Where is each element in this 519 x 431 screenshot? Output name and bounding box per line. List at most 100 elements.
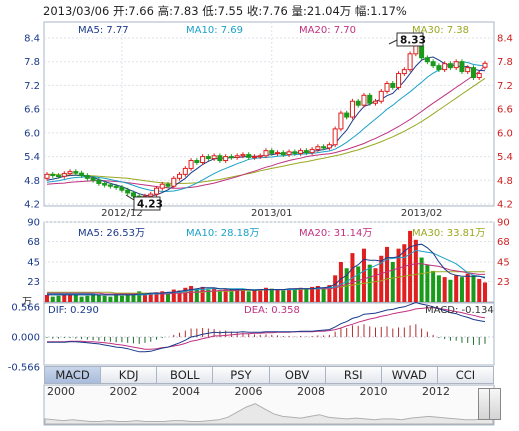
candle-body: [263, 150, 269, 157]
volume-bar: [396, 248, 401, 302]
volume-tick-right: 45: [497, 258, 510, 269]
candle-body: [407, 53, 413, 71]
tab-psy[interactable]: PSY: [213, 366, 270, 384]
tab-obv[interactable]: OBV: [269, 366, 326, 384]
volume-bar: [275, 289, 280, 302]
volume-tick-left: 23: [27, 277, 40, 288]
candle-body: [419, 45, 425, 59]
price-tick-left: 5.4: [24, 152, 40, 163]
candle-body: [436, 65, 442, 71]
high-annotation-pointer: [388, 39, 398, 45]
volume-bar: [200, 286, 205, 302]
price-candles: [44, 43, 488, 203]
volume-legend-ma30: MA30: 33.81万: [412, 228, 485, 239]
price-tick-left: 4.2: [24, 200, 40, 211]
candle-body: [223, 156, 229, 162]
volume-legend-ma5: MA5: 26.53万: [78, 228, 145, 239]
candle-body: [61, 173, 67, 177]
price-tick-right: 4.2: [497, 200, 513, 211]
tab-cci[interactable]: CCI: [437, 366, 494, 384]
volume-gridlines: [44, 221, 494, 283]
volume-bar: [125, 294, 130, 302]
low-annotation-pointer: [125, 194, 135, 201]
macd-legend-dea: DEA: 0.358: [244, 305, 300, 316]
candle-body: [367, 94, 373, 104]
volume-bar: [321, 287, 326, 302]
volume-tick-right: 90: [497, 218, 510, 229]
candle-body: [384, 82, 390, 92]
volume-bar: [281, 290, 286, 302]
candle-body: [119, 186, 125, 191]
volume-bar: [431, 270, 436, 302]
candle-body: [200, 156, 206, 163]
volume-bar: [454, 275, 459, 302]
candle-body: [332, 128, 338, 146]
candle-body: [326, 144, 332, 149]
indicator-tabs: MACD KDJ BOLL PSY OBV RSI WVAD CCI: [44, 366, 494, 384]
tab-kdj[interactable]: KDJ: [101, 366, 158, 384]
price-panel: 8.4 8.4 7.8 7.8 7.2 7.2 6.6 6.6 6.0 6.0 5.4 5.4 4.8 4…: [24, 21, 513, 219]
candle-body: [240, 154, 246, 157]
volume-bar: [448, 279, 453, 302]
candle-body: [269, 150, 275, 154]
volume-bar: [442, 277, 447, 302]
price-tick-right: 5.4: [497, 152, 513, 163]
volume-bar: [194, 288, 199, 302]
candle-body: [476, 73, 482, 79]
candle-body: [228, 156, 234, 159]
candle-body: [298, 150, 304, 154]
low-annotation-box: [133, 196, 161, 211]
candle-body: [401, 69, 407, 75]
candle-body: [50, 173, 56, 177]
price-ma10-line: [46, 61, 486, 192]
volume-bar: [62, 294, 67, 302]
volume-bar: [367, 264, 372, 302]
candle-body: [470, 67, 476, 79]
candle-body: [378, 90, 384, 102]
candle-body: [361, 94, 367, 106]
volume-bar: [73, 294, 78, 302]
candle-body: [413, 45, 419, 55]
candle-body: [113, 185, 119, 188]
candle-body: [482, 62, 488, 68]
timeline-right-handle[interactable]: [489, 388, 501, 420]
volume-bar: [304, 288, 309, 302]
tab-wvad[interactable]: WVAD: [381, 366, 438, 384]
candle-body: [182, 167, 188, 175]
tab-boll[interactable]: BOLL: [157, 366, 214, 384]
candle-body: [286, 151, 292, 156]
volume-bar: [223, 289, 228, 302]
price-legend-ma10: MA10: 7.69: [186, 25, 243, 36]
volume-bar: [142, 294, 147, 302]
candle-body: [447, 63, 453, 69]
volume-bar: [177, 290, 182, 302]
volume-bar: [298, 287, 303, 302]
price-tick-left: 7.8: [24, 57, 40, 68]
volume-bar: [269, 288, 274, 302]
volume-bar: [344, 268, 349, 302]
candle-body: [372, 100, 379, 104]
candle-body: [177, 173, 183, 179]
price-ma30-line: [47, 77, 486, 184]
volume-bar: [390, 262, 395, 302]
tab-macd[interactable]: MACD: [44, 366, 102, 384]
price-tick-right: 7.8: [497, 57, 513, 68]
volume-bar: [419, 257, 424, 302]
volume-bar: [310, 286, 315, 302]
volume-bar: [148, 294, 153, 302]
candle-body: [79, 172, 85, 177]
volume-bar: [333, 275, 338, 302]
tab-rsi[interactable]: RSI: [325, 366, 382, 384]
timeline-year: 2010: [359, 385, 388, 398]
candle-body: [390, 82, 396, 88]
candle-body: [67, 171, 73, 175]
candle-body: [257, 155, 263, 158]
candle-body: [153, 187, 160, 195]
volume-legend-ma10: MA10: 28.18万: [186, 228, 259, 239]
candle-body: [44, 173, 50, 179]
timeline-year: 2002: [109, 385, 138, 398]
high-annotation-text: 8.33: [400, 35, 426, 47]
low-annotation-text: 4.23: [137, 199, 163, 211]
candle-body: [130, 192, 136, 197]
volume-tick-left: 45: [27, 258, 40, 269]
